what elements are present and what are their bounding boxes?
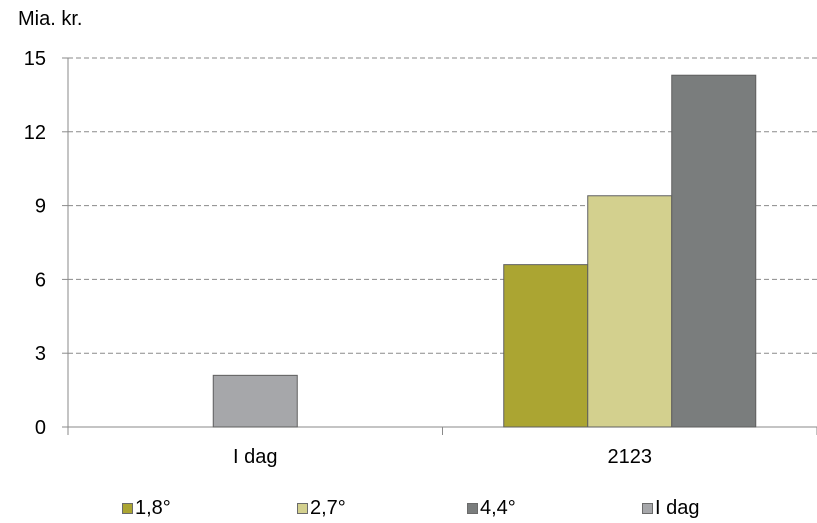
- x-tick-label: 2123: [608, 446, 653, 468]
- legend-swatch: [297, 503, 308, 514]
- legend-item: 1,8°: [122, 497, 171, 520]
- bar-2-2: [587, 195, 673, 428]
- legend-item: I dag: [642, 497, 699, 520]
- legend-swatch: [122, 503, 133, 514]
- y-tick-label: 9: [35, 196, 46, 218]
- legend-label: 1,8°: [135, 497, 171, 519]
- y-tick-label: 0: [35, 417, 46, 439]
- legend: 1,8° 2,7° 4,4° I dag: [0, 497, 817, 523]
- legend-item: 2,7°: [297, 497, 346, 520]
- bar-1-2: [503, 264, 589, 428]
- legend-label: 4,4°: [480, 497, 516, 519]
- legend-swatch: [467, 503, 478, 514]
- y-tick-label: 12: [24, 122, 46, 144]
- legend-label: I dag: [655, 497, 700, 519]
- y-tick-label: 15: [24, 48, 46, 70]
- legend-swatch: [642, 503, 653, 514]
- legend-label: 2,7°: [310, 497, 346, 519]
- bar-4-1: [212, 374, 298, 428]
- y-tick-label: 3: [35, 343, 46, 365]
- bar-3-2: [671, 74, 757, 428]
- legend-item: 4,4°: [467, 497, 516, 520]
- y-axis-title: Mia. kr.: [18, 8, 83, 30]
- y-tick-label: 6: [35, 269, 46, 291]
- x-tick-label: I dag: [233, 446, 277, 468]
